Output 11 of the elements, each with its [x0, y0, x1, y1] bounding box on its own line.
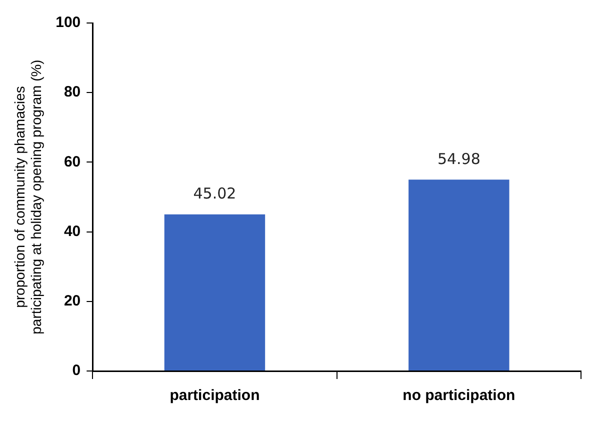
- y-tick-label: 100: [56, 14, 81, 32]
- x-tick-label: no participation: [402, 387, 516, 404]
- x-tick-label: participation: [170, 387, 260, 404]
- y-tick-label: 20: [64, 292, 81, 310]
- y-tick-label: 0: [72, 362, 81, 380]
- y-tick-label: 40: [64, 222, 81, 240]
- data-label: 45.02: [193, 184, 236, 203]
- y-tick-label: 60: [64, 153, 81, 170]
- y-tick-label: 80: [64, 84, 81, 101]
- y-axis-title: proportion of community phamacies participating at holiday opening program (%): [11, 60, 44, 334]
- data-label: 54.98: [437, 150, 480, 168]
